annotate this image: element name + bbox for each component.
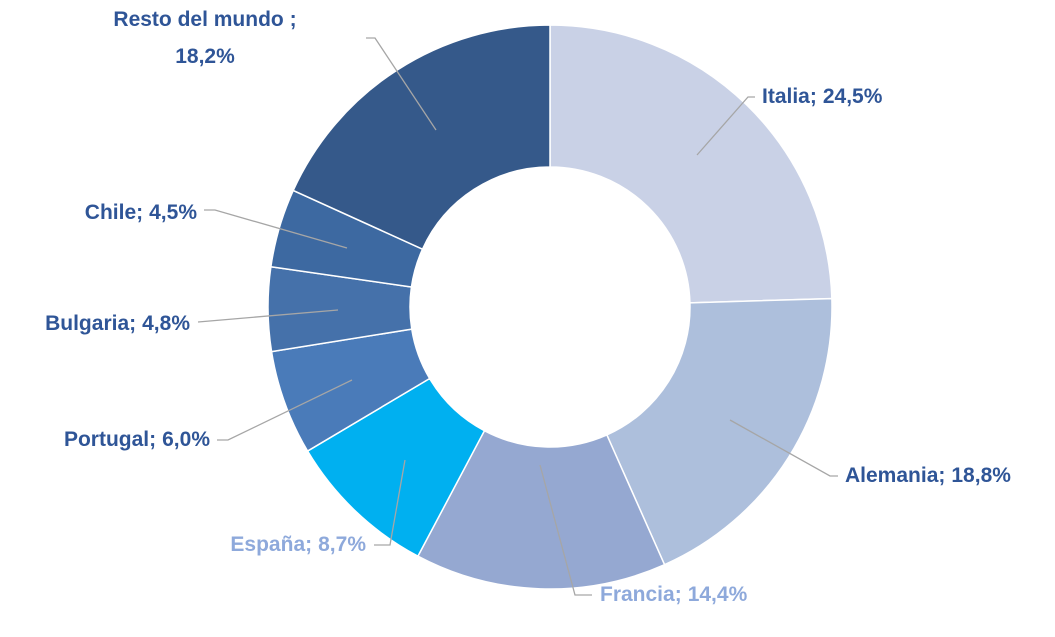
category-label: Portugal; — [64, 428, 156, 451]
donut-slice — [416, 429, 666, 590]
data-label: Portugal; 6,0% — [64, 428, 210, 451]
value-label: 18,8% — [951, 464, 1011, 487]
category-label: Bulgaria; — [45, 312, 136, 335]
category-label: Italia; — [762, 85, 817, 108]
category-label: Chile; — [85, 201, 143, 224]
donut-slice — [549, 24, 833, 304]
data-label: Resto del mundo ; 18,2% — [113, 8, 296, 68]
value-label: 4,8% — [142, 312, 190, 335]
leader-line — [204, 209, 348, 249]
donut-slice — [605, 297, 833, 566]
leader-line — [217, 379, 353, 441]
leader-line — [729, 419, 838, 477]
leader-line — [539, 464, 592, 596]
leader-line — [374, 459, 406, 546]
value-label: 24,5% — [823, 85, 883, 108]
category-label: Francia; — [600, 583, 682, 606]
category-label: Resto del mundo ; — [113, 8, 296, 31]
data-label: Chile; 4,5% — [85, 201, 198, 224]
data-label: Bulgaria; 4,8% — [45, 312, 190, 335]
data-label: Francia; 14,4% — [600, 583, 748, 606]
value-label: 4,5% — [149, 201, 197, 224]
value-label: 14,4% — [688, 583, 748, 606]
data-label: Italia; 24,5% — [762, 85, 883, 108]
leader-line — [696, 96, 755, 156]
leader-line — [366, 37, 437, 131]
category-label: Alemania; — [845, 464, 945, 487]
donut-slice — [292, 24, 551, 251]
data-label: España; 8,7% — [230, 533, 366, 556]
category-label: España; — [230, 533, 312, 556]
data-label: Alemania; 18,8% — [845, 464, 1011, 487]
value-label: 8,7% — [318, 533, 366, 556]
leader-line — [197, 309, 339, 323]
value-label: 6,0% — [162, 428, 210, 451]
value-label: 18,2% — [175, 45, 235, 68]
